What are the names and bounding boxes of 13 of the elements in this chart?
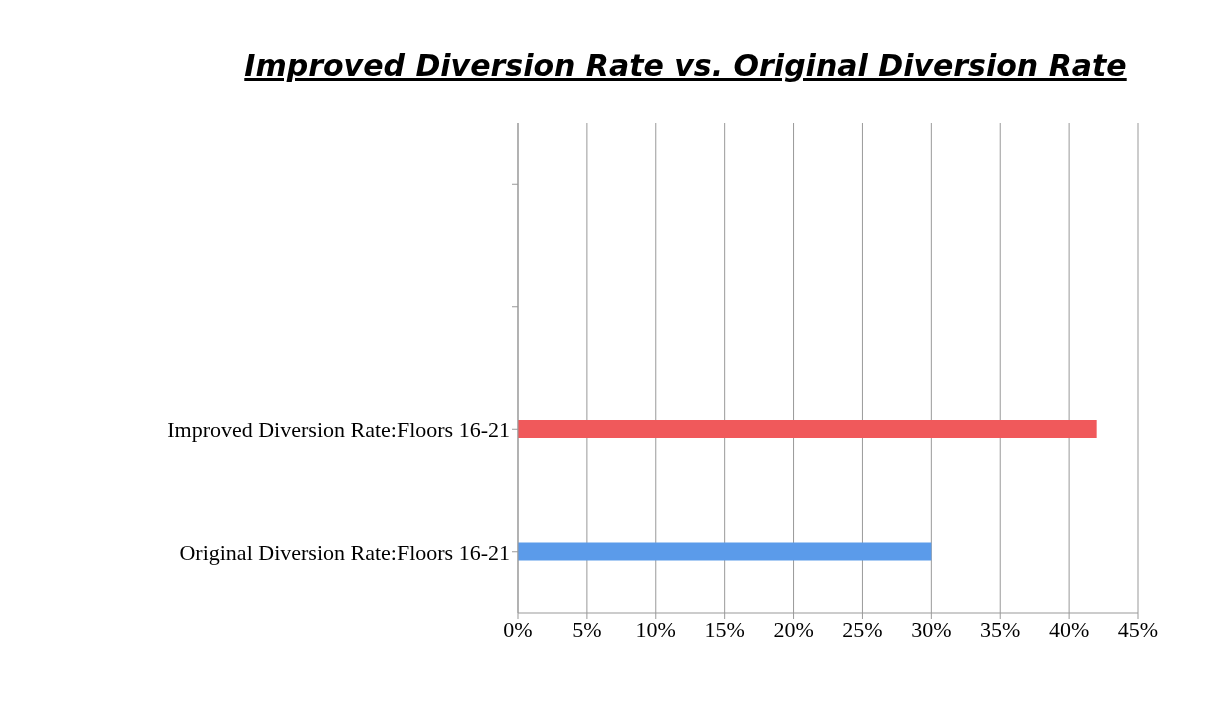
- x-tick-label: 0%: [503, 616, 533, 642]
- x-tick-label: 15%: [704, 616, 745, 642]
- x-tick-label: 40%: [1048, 616, 1090, 642]
- x-tick-label: 20%: [773, 616, 814, 642]
- x-tick-label: 25%: [842, 616, 883, 642]
- x-tick-label: 45%: [1117, 616, 1159, 642]
- y-tick-label: Original Diversion Rate:Floors 16-21: [179, 539, 510, 565]
- x-tick-label: 5%: [572, 616, 602, 642]
- x-tick-label: 35%: [980, 616, 1021, 642]
- x-tick-label: 30%: [911, 616, 952, 642]
- x-tick-label: 10%: [635, 616, 676, 642]
- y-tick-label: Improved Diversion Rate:Floors 16-21: [167, 417, 510, 443]
- chart-title: Improved Diversion Rate vs. Original Diversion Rate: [243, 47, 1128, 83]
